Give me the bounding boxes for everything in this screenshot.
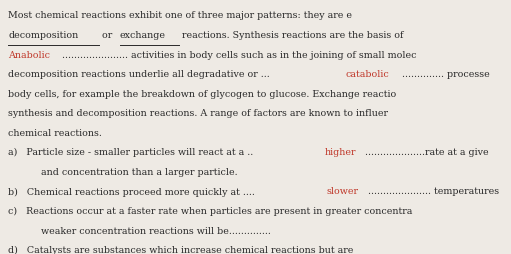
Text: ..................... temperatures: ..................... temperatures bbox=[368, 187, 499, 196]
Text: d)   Catalysts are substances which increase chemical reactions but are: d) Catalysts are substances which increa… bbox=[8, 246, 354, 254]
Text: slower: slower bbox=[327, 187, 359, 196]
Text: a)   Particle size - smaller particles will react at a ..: a) Particle size - smaller particles wil… bbox=[8, 148, 253, 157]
Text: b)   Chemical reactions proceed more quickly at ....: b) Chemical reactions proceed more quick… bbox=[8, 187, 255, 197]
Text: and concentration than a larger particle.: and concentration than a larger particle… bbox=[41, 168, 238, 177]
Text: decomposition: decomposition bbox=[8, 31, 78, 40]
Text: c)   Reactions occur at a faster rate when particles are present in greater conc: c) Reactions occur at a faster rate when… bbox=[8, 207, 412, 216]
Text: decomposition reactions underlie all degradative or ...: decomposition reactions underlie all deg… bbox=[8, 70, 270, 79]
Text: synthesis and decomposition reactions. A range of factors are known to influer: synthesis and decomposition reactions. A… bbox=[8, 109, 388, 118]
Text: chemical reactions.: chemical reactions. bbox=[8, 129, 102, 138]
Text: exchange: exchange bbox=[120, 31, 166, 40]
Text: higher: higher bbox=[324, 148, 356, 157]
Text: weaker concentration reactions will be..............: weaker concentration reactions will be..… bbox=[41, 227, 271, 235]
Text: catabolic: catabolic bbox=[346, 70, 390, 79]
Text: .............. processe: .............. processe bbox=[402, 70, 490, 79]
Text: or: or bbox=[99, 31, 115, 40]
Text: reactions. Synthesis reactions are the basis of: reactions. Synthesis reactions are the b… bbox=[179, 31, 404, 40]
Text: Most chemical reactions exhibit one of three major patterns: they are e: Most chemical reactions exhibit one of t… bbox=[8, 11, 352, 20]
Text: Anabolic: Anabolic bbox=[8, 51, 50, 59]
Text: ...................... activities in body cells such as in the joining of small : ...................... activities in bod… bbox=[62, 51, 417, 59]
Text: ....................rate at a give: ....................rate at a give bbox=[365, 148, 489, 157]
Text: body cells, for example the breakdown of glycogen to glucose. Exchange reactio: body cells, for example the breakdown of… bbox=[8, 90, 397, 99]
